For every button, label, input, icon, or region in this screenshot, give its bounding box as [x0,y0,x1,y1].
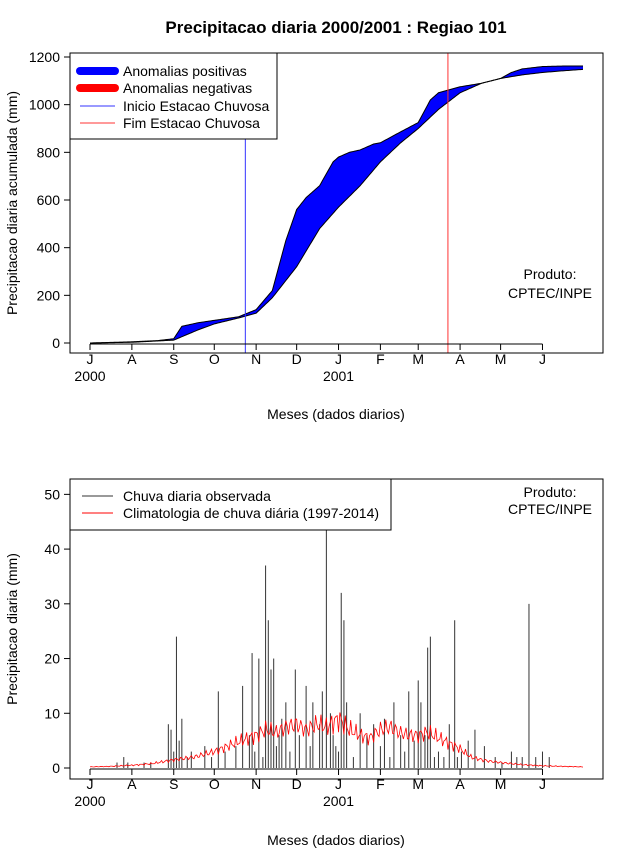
accumulated-area-layer [89,65,584,344]
y-axis: 0 10 20 30 40 50 [44,486,71,776]
x-year-label: 2001 [323,368,354,384]
y-tick-label: 400 [37,240,61,256]
x-tick-label: A [455,776,465,792]
observed-accumulated-line [89,65,583,344]
x-tick-label: M [495,351,507,367]
x-tick-label: J [335,351,342,367]
x-tick-label: J [539,351,546,367]
x-tick-label: S [169,776,178,792]
legend-label-negative: Anomalias negativas [123,80,252,96]
x-tick-label: D [292,351,302,367]
positive-anomaly-area [90,66,583,343]
x-tick-label: J [87,351,94,367]
x-tick-label: F [376,776,385,792]
climatology-line-layer [89,712,584,768]
legend-label-climatology: Climatologia de chuva diária (1997-2014) [123,505,379,521]
x-tick-label: A [127,351,137,367]
product-source: CPTEC/INPE [508,501,592,517]
x-tick-label: J [539,776,546,792]
product-label: Produto: [524,484,577,500]
x-year-label: 2000 [74,793,105,809]
x-tick-label: O [209,776,220,792]
legend: Chuva diaria observada Climatologia de c… [69,478,392,531]
product-source: CPTEC/INPE [508,285,592,301]
y-tick-label: 0 [52,335,60,351]
x-tick-label: J [87,776,94,792]
y-tick-label: 600 [37,192,61,208]
y-tick-label: 10 [44,705,60,721]
legend: Anomalias positivas Anomalias negativas … [69,52,278,140]
x-tick-label: N [251,776,261,792]
legend-label-end: Fim Estacao Chuvosa [123,115,260,131]
x-tick-label: O [209,351,220,367]
climatology-daily-line [89,712,584,768]
accumulated-chart: Precipitacao diaria 2000/2001 : Regiao 1… [4,18,604,422]
legend-label-start: Inicio Estacao Chuvosa [123,98,270,114]
x-tick-label: F [376,351,385,367]
x-tick-label: M [412,351,424,367]
x-axis-label: Meses (dados diarios) [267,832,405,848]
legend-box [69,478,392,531]
y-tick-label: 1200 [29,49,60,65]
y-tick-label: 50 [44,486,60,502]
y-tick-label: 1000 [29,97,60,113]
y-axis: 0 200 400 600 800 1000 1200 [29,49,71,351]
product-label: Produto: [524,266,577,282]
x-tick-label: D [292,776,302,792]
x-axis-label: Meses (dados diarios) [267,406,405,422]
legend-label-positive: Anomalias positivas [123,63,247,79]
x-tick-label: A [455,351,465,367]
chart-title: Precipitacao diaria 2000/2001 : Regiao 1… [165,18,506,37]
y-axis-label: Precipitacao diaria acumulada (mm) [4,91,20,315]
y-tick-label: 200 [37,287,61,303]
x-tick-label: M [495,776,507,792]
x-year-label: 2000 [74,368,105,384]
x-tick-label: N [251,351,261,367]
y-tick-label: 0 [52,760,60,776]
y-tick-label: 30 [44,596,60,612]
legend-label-observed: Chuva diaria observada [123,488,271,504]
x-tick-label: J [335,776,342,792]
y-tick-label: 20 [44,651,60,667]
x-tick-label: A [127,776,137,792]
x-tick-label: M [412,776,424,792]
y-tick-label: 800 [37,144,61,160]
y-tick-label: 40 [44,541,60,557]
x-tick-label: S [169,351,178,367]
x-year-label: 2001 [323,793,354,809]
y-axis-label: Precipitacao diaria (mm) [4,553,20,705]
